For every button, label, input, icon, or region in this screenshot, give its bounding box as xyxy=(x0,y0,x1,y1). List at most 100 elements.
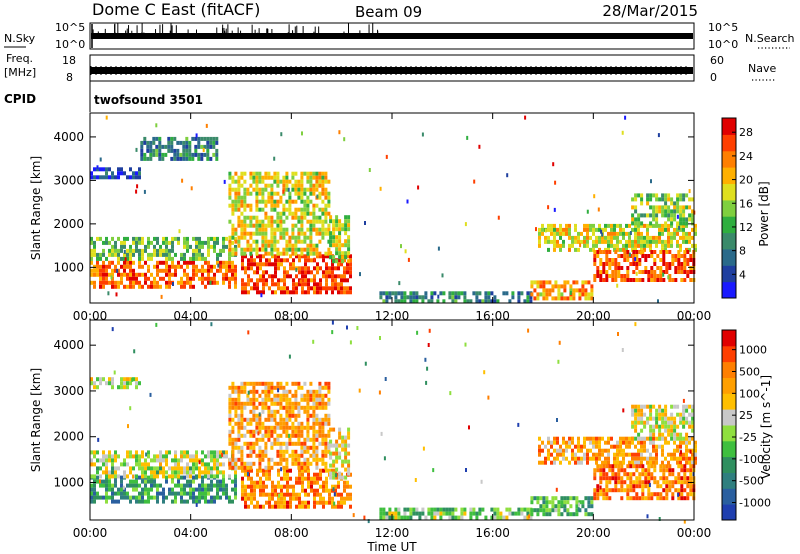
echo-cell xyxy=(664,420,668,425)
echo-cell xyxy=(328,468,331,473)
echo-cell xyxy=(643,444,646,449)
echo-cell xyxy=(439,511,443,516)
echo-cell xyxy=(553,223,556,228)
echo-cell xyxy=(219,495,222,500)
echo-cell xyxy=(289,492,292,497)
echo-cell xyxy=(297,425,301,430)
echo-cell xyxy=(634,424,638,429)
echo-cell xyxy=(309,247,313,252)
echo-cell xyxy=(129,175,132,180)
echo-cell xyxy=(280,290,283,295)
echo-cell xyxy=(686,258,690,262)
echo-cell xyxy=(643,412,647,417)
echo-cell xyxy=(212,140,216,145)
echo-cell xyxy=(96,470,99,475)
echo-cell xyxy=(590,296,594,301)
echo-cell xyxy=(132,280,135,285)
echo-cell xyxy=(264,211,268,216)
echo-cell xyxy=(126,256,129,261)
echo-cell xyxy=(595,456,598,461)
echo-cell xyxy=(682,440,685,445)
echo-cell xyxy=(635,250,639,254)
echo-cell xyxy=(586,456,589,461)
echo-cell xyxy=(261,223,265,228)
echo-cell xyxy=(244,492,247,497)
echo-cell xyxy=(294,425,298,430)
echo-cell xyxy=(605,254,609,258)
echo-cell xyxy=(276,239,280,244)
echo-cell xyxy=(680,488,684,493)
echo-cell xyxy=(127,424,129,429)
echo-cell xyxy=(650,464,654,469)
echo-cell xyxy=(412,295,416,300)
echo-cell xyxy=(640,412,644,417)
echo-cell xyxy=(638,496,642,501)
echo-cell xyxy=(188,156,192,161)
echo-cell xyxy=(132,474,135,479)
echo-cell xyxy=(300,207,304,212)
echo-cell xyxy=(126,377,129,382)
echo-cell xyxy=(593,194,596,199)
echo-cell xyxy=(583,436,586,441)
echo-cell xyxy=(661,420,665,425)
echo-cell xyxy=(261,199,265,204)
echo-cell xyxy=(206,140,210,145)
echo-cell xyxy=(605,480,609,485)
echo-cell xyxy=(306,401,310,406)
echo-cell xyxy=(262,484,265,489)
echo-cell xyxy=(279,461,283,466)
echo-cell xyxy=(313,278,316,283)
echo-cell xyxy=(191,152,195,157)
echo-cell xyxy=(679,440,682,445)
echo-cell xyxy=(259,266,262,271)
echo-cell xyxy=(194,148,198,153)
echo-cell xyxy=(243,247,247,252)
echo-cell xyxy=(228,385,232,390)
echo-cell xyxy=(590,512,594,517)
echo-cell xyxy=(409,295,413,300)
echo-cell xyxy=(592,243,595,248)
echo-cell xyxy=(557,508,561,513)
echo-cell xyxy=(604,235,607,240)
echo-cell xyxy=(198,491,201,496)
echo-cell xyxy=(192,495,195,500)
echo-cell xyxy=(665,496,669,501)
echo-cell xyxy=(328,286,331,291)
echo-cell xyxy=(563,504,567,509)
echo-cell xyxy=(276,175,280,180)
echo-cell xyxy=(231,425,235,430)
echo-cell xyxy=(144,466,147,471)
echo-cell xyxy=(195,133,198,138)
echo-cell xyxy=(111,280,114,285)
echo-cell xyxy=(252,389,256,394)
echo-cell xyxy=(655,197,659,202)
echo-cell xyxy=(273,429,277,434)
echo-cell xyxy=(285,171,289,176)
echo-cell xyxy=(225,264,228,269)
echo-cell xyxy=(400,295,404,300)
echo-cell xyxy=(189,260,192,265)
echo-cell xyxy=(634,412,638,417)
echo-cell xyxy=(602,250,606,254)
echo-cell xyxy=(138,175,141,180)
echo-cell xyxy=(195,450,198,455)
echo-cell xyxy=(312,183,316,188)
echo-cell xyxy=(255,171,259,176)
echo-cell xyxy=(158,144,162,149)
echo-cell xyxy=(289,476,292,481)
echo-cell xyxy=(618,449,621,454)
echo-cell xyxy=(270,389,274,394)
echo-cell xyxy=(312,437,316,442)
echo-cell xyxy=(152,140,156,145)
echo-cell xyxy=(304,274,307,279)
echo-cell xyxy=(312,223,316,228)
echo-cell xyxy=(451,295,455,300)
echo-cell xyxy=(219,454,222,459)
echo-cell xyxy=(291,243,295,248)
echo-cell xyxy=(279,417,283,422)
echo-cell xyxy=(641,468,645,473)
echo-cell xyxy=(285,227,289,232)
echo-cell xyxy=(186,280,189,285)
echo-cell xyxy=(640,231,643,236)
echo-cell xyxy=(337,274,340,279)
